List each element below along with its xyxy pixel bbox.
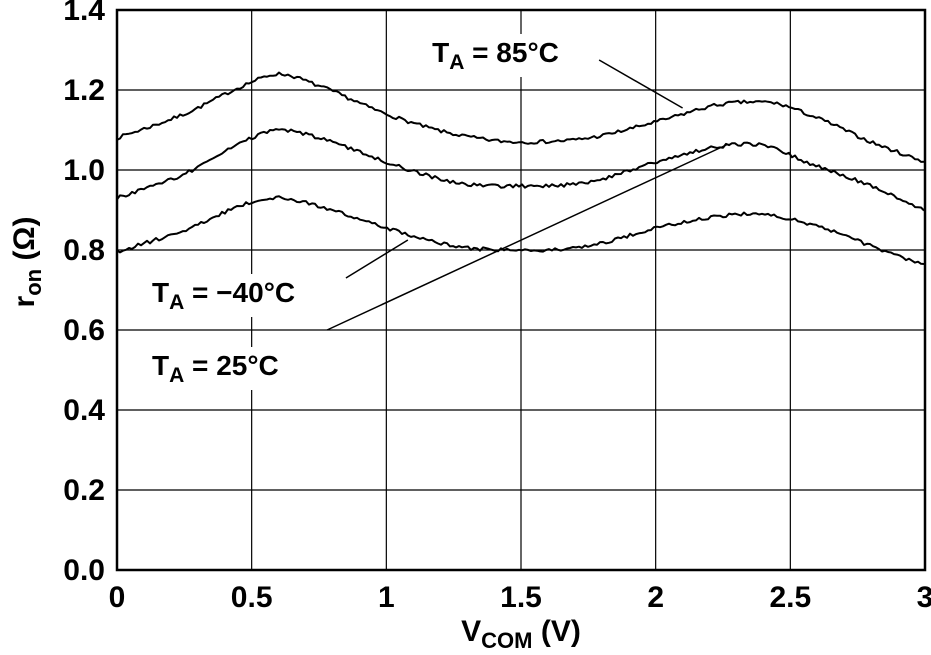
gridlines: [116, 9, 926, 571]
x-axis-title: VCOM (V): [461, 615, 581, 653]
label-85c: TA = 85°C: [426, 34, 565, 77]
series-line-1: [117, 128, 925, 212]
series-line-0: [117, 71, 925, 163]
label-85c-bg: [426, 34, 565, 77]
label-25c-bg: [146, 347, 285, 390]
x-tick-label-5: 2.5: [769, 581, 811, 614]
y-tick-label-0: 0.0: [63, 554, 105, 587]
label-25c-leader-line: [326, 143, 729, 331]
series-line-2: [117, 195, 925, 265]
y-axis-title: ron (Ω): [8, 217, 46, 308]
label-minus40c-bg: [146, 274, 302, 317]
label-25c-text: TA = 25°C: [152, 350, 279, 387]
y-tick-label-3: 0.6: [63, 314, 105, 347]
x-tick-label-3: 1.5: [500, 581, 542, 614]
y-tick-label-6: 1.2: [63, 74, 105, 107]
y-tick-label-7: 1.4: [63, 0, 105, 27]
label-minus40c-leader-line: [345, 239, 409, 279]
x-tick-label-4: 2: [647, 581, 664, 614]
label-minus40c-text: TA = −40°C: [152, 277, 295, 314]
annotation-labels: TA = 85°C TA = −40°C TA = 25°C: [146, 34, 565, 390]
x-tick-labels: 0 0.5 1 1.5 2 2.5 3: [109, 581, 931, 614]
plot-border: [115, 8, 927, 572]
y-tick-label-1: 0.2: [63, 474, 105, 507]
x-tick-label-0: 0: [109, 581, 126, 614]
label-25c: TA = 25°C: [146, 347, 285, 390]
label-85c-leader-line: [598, 59, 683, 109]
label-minus40c: TA = −40°C: [146, 274, 302, 317]
series-lines: [117, 71, 925, 265]
x-tick-label-2: 1: [378, 581, 395, 614]
y-tick-label-2: 0.4: [63, 394, 105, 427]
x-tick-label-1: 0.5: [231, 581, 273, 614]
label-85c-text: TA = 85°C: [432, 37, 559, 74]
y-tick-label-5: 1.0: [63, 154, 105, 187]
y-tick-label-4: 0.8: [63, 234, 105, 267]
annotation-leader-lines: [326, 59, 729, 331]
y-tick-labels: 0.0 0.2 0.4 0.6 0.8 1.0 1.2 1.4: [63, 0, 105, 587]
x-tick-label-6: 3: [917, 581, 931, 614]
